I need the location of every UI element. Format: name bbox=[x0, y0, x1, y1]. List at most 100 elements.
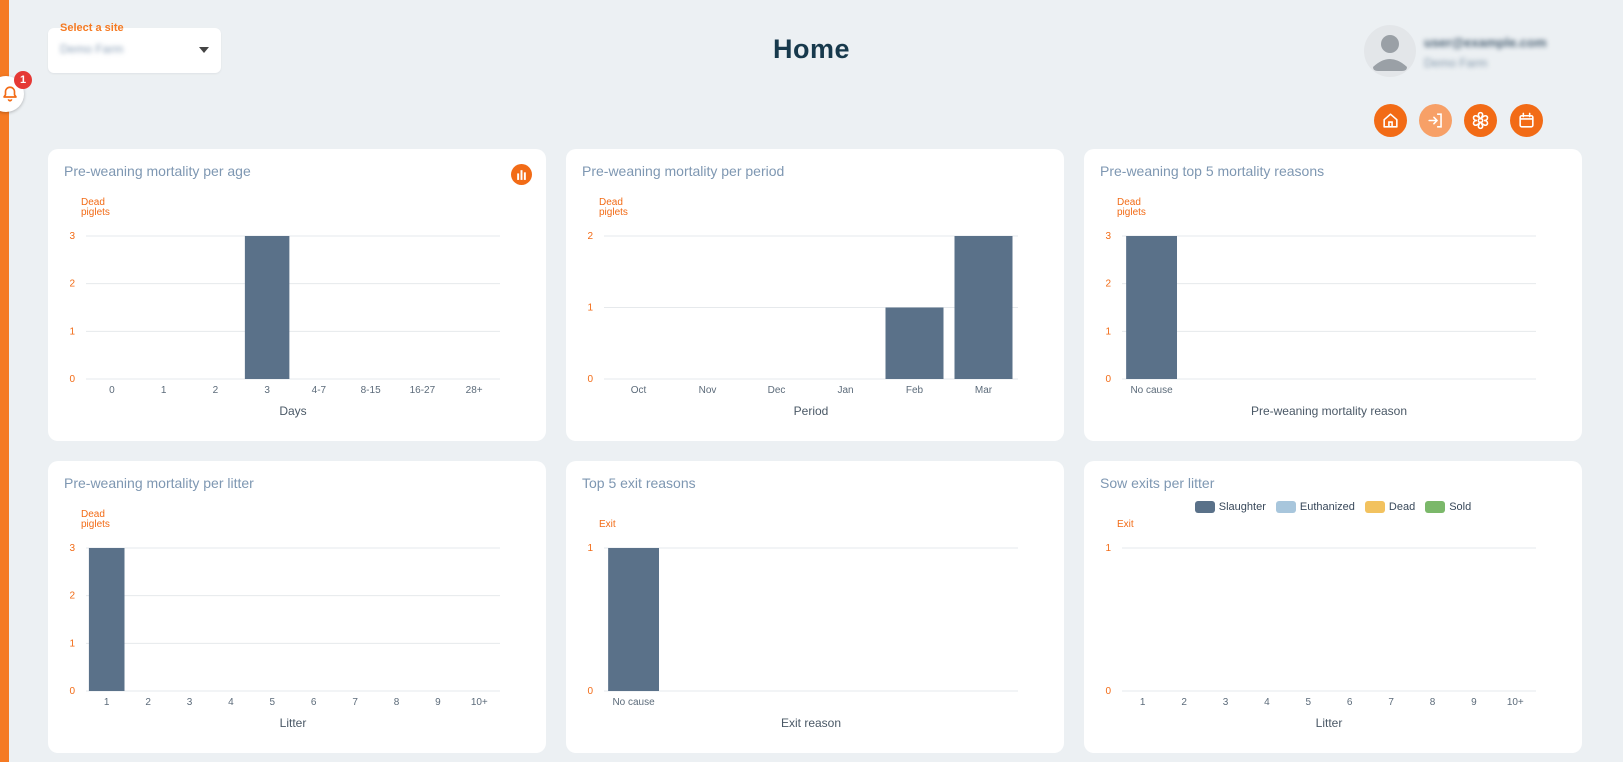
x-tick-label: 3 bbox=[1223, 697, 1229, 708]
legend-item[interactable]: Euthanized bbox=[1275, 501, 1355, 513]
site-select-value: Demo Farm bbox=[60, 42, 124, 56]
legend-label: Euthanized bbox=[1299, 501, 1355, 513]
chart-title: Sow exits per litter bbox=[1100, 475, 1215, 491]
x-tick-label: Oct bbox=[631, 385, 647, 396]
x-tick-label: 8 bbox=[394, 697, 400, 708]
y-tick-label: 1 bbox=[1105, 543, 1111, 554]
user-email: user@example.com bbox=[1424, 35, 1547, 50]
y-axis-label: Dead bbox=[1117, 197, 1141, 208]
y-tick-label: 1 bbox=[69, 638, 75, 649]
x-tick-label: Mar bbox=[975, 385, 993, 396]
legend-swatch bbox=[1194, 501, 1215, 513]
x-tick-label: 7 bbox=[352, 697, 358, 708]
page-title: Home bbox=[772, 34, 850, 64]
y-tick-label: 2 bbox=[69, 279, 75, 290]
x-tick-label: 10+ bbox=[1507, 697, 1524, 708]
bar bbox=[608, 548, 660, 691]
user-avatar[interactable] bbox=[1364, 25, 1416, 77]
legend-item[interactable]: Dead bbox=[1364, 501, 1416, 513]
y-axis-label: Exit bbox=[1117, 519, 1134, 530]
x-tick-label: 7 bbox=[1388, 697, 1394, 708]
y-axis-label: Dead bbox=[81, 509, 105, 520]
y-tick-label: 1 bbox=[587, 543, 593, 554]
y-axis-label: piglets bbox=[81, 207, 110, 218]
chart-title: Top 5 exit reasons bbox=[582, 475, 696, 491]
y-tick-label: 0 bbox=[587, 374, 593, 385]
bar-chart-icon bbox=[517, 170, 526, 180]
legend-swatch bbox=[1425, 501, 1446, 513]
x-axis-title: Litter bbox=[1316, 716, 1343, 730]
x-tick-label: 3 bbox=[187, 697, 193, 708]
home-button[interactable] bbox=[1374, 104, 1407, 137]
x-tick-label: No cause bbox=[612, 697, 655, 708]
y-tick-label: 0 bbox=[1105, 686, 1111, 697]
chart-plot: Exit 0 1 1 2 3 4 5 6 7 8 9 10+ Litter bbox=[1105, 519, 1536, 730]
caret-down-icon bbox=[199, 47, 209, 53]
x-axis-title: Period bbox=[794, 404, 829, 418]
legend-item[interactable]: Slaughter bbox=[1194, 501, 1266, 513]
y-tick-label: 2 bbox=[1105, 279, 1111, 290]
bar bbox=[885, 307, 944, 379]
x-tick-label: Nov bbox=[699, 385, 717, 396]
y-tick-label: 0 bbox=[587, 686, 593, 697]
y-tick-label: 3 bbox=[1105, 231, 1111, 242]
chart-card-top5-mortality-reasons: Pre-weaning top 5 mortality reasons Dead… bbox=[1084, 149, 1582, 441]
y-tick-label: 0 bbox=[1105, 374, 1111, 385]
x-tick-label: No cause bbox=[1130, 385, 1173, 396]
sign-in-button[interactable] bbox=[1419, 104, 1452, 137]
x-axis-title: Pre-weaning mortality reason bbox=[1251, 404, 1407, 418]
x-tick-label: Dec bbox=[768, 385, 786, 396]
site-select-dropdown[interactable]: Select a site Demo Farm bbox=[48, 22, 221, 73]
x-tick-label: 28+ bbox=[466, 385, 483, 396]
medical-icon bbox=[1472, 111, 1489, 130]
calendar-icon bbox=[1519, 112, 1534, 128]
x-tick-label: 6 bbox=[1347, 697, 1353, 708]
x-axis-title: Days bbox=[279, 404, 306, 418]
chart-title: Pre-weaning mortality per litter bbox=[64, 475, 254, 491]
x-tick-label: Feb bbox=[906, 385, 924, 396]
sign-in-icon bbox=[1428, 113, 1442, 128]
user-silhouette-icon bbox=[1373, 35, 1407, 71]
y-tick-label: 2 bbox=[587, 231, 593, 242]
x-tick-label: 5 bbox=[1306, 697, 1312, 708]
y-axis-label: piglets bbox=[599, 207, 628, 218]
x-tick-label: 0 bbox=[109, 385, 115, 396]
y-axis-label: piglets bbox=[1117, 207, 1146, 218]
legend-swatch bbox=[1364, 501, 1385, 513]
chart-plot: Exit 0 1 No cause Exit reason bbox=[587, 519, 1018, 730]
bar bbox=[88, 548, 125, 691]
site-select-label: Select a site bbox=[60, 22, 124, 34]
chart-toggle-button[interactable] bbox=[511, 164, 532, 185]
chart-card-mortality-per-age: Pre-weaning mortality per age Dead piglet… bbox=[48, 149, 546, 441]
legend-item[interactable]: Sold bbox=[1425, 501, 1471, 513]
home-icon bbox=[1383, 113, 1398, 128]
x-tick-label: 8-15 bbox=[361, 385, 381, 396]
x-tick-label: 10+ bbox=[471, 697, 488, 708]
x-tick-label: 1 bbox=[104, 697, 110, 708]
x-tick-label: 6 bbox=[311, 697, 317, 708]
y-tick-label: 0 bbox=[69, 374, 75, 385]
y-axis-label: piglets bbox=[81, 519, 110, 530]
legend-label: Slaughter bbox=[1218, 501, 1266, 513]
y-axis-label: Dead bbox=[599, 197, 623, 208]
legend-label: Dead bbox=[1388, 501, 1416, 513]
y-tick-label: 0 bbox=[69, 686, 75, 697]
chart-card-sow-exits-per-litter: Sow exits per litter Slaughter Euthanize… bbox=[1084, 461, 1582, 753]
chart-title: Pre-weaning top 5 mortality reasons bbox=[1100, 163, 1325, 179]
notification-count-badge: 1 bbox=[14, 71, 32, 89]
y-tick-label: 1 bbox=[69, 326, 75, 337]
chart-title: Pre-weaning mortality per age bbox=[64, 163, 251, 179]
bar bbox=[954, 236, 1013, 379]
x-axis-title: Litter bbox=[280, 716, 307, 730]
x-tick-label: 2 bbox=[213, 385, 219, 396]
chart-card-top5-exit-reasons: Top 5 exit reasons Exit 0 1 No cause Exit re… bbox=[566, 461, 1064, 753]
x-tick-label: 2 bbox=[145, 697, 151, 708]
x-tick-label: 4-7 bbox=[312, 385, 327, 396]
calendar-button[interactable] bbox=[1510, 104, 1543, 137]
x-tick-label: 3 bbox=[264, 385, 270, 396]
medical-button[interactable] bbox=[1464, 104, 1497, 137]
x-tick-label: 1 bbox=[1140, 697, 1146, 708]
bar bbox=[1126, 236, 1178, 379]
x-tick-label: 1 bbox=[161, 385, 167, 396]
